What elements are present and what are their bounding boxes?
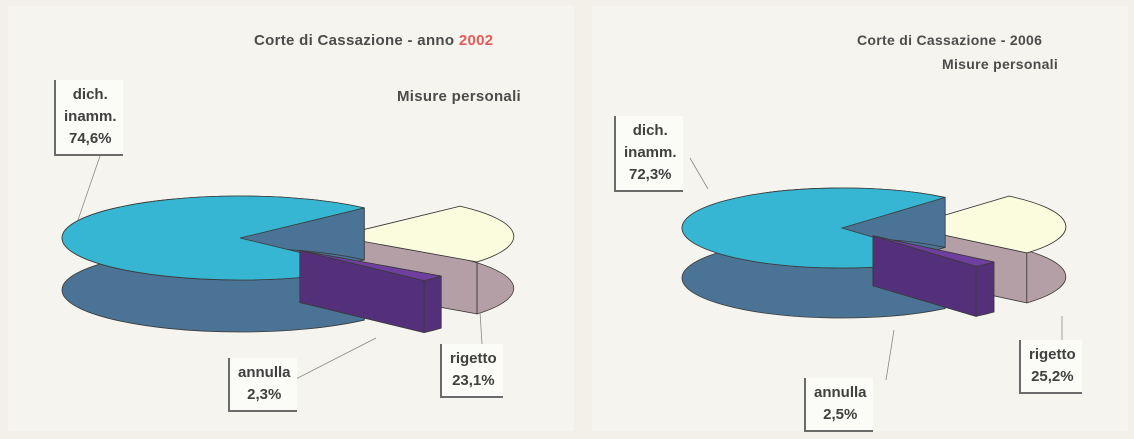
data-label-dich-inamm: dich. inamm. 74,6% bbox=[54, 80, 123, 156]
pie-slice-annulla bbox=[872, 235, 995, 317]
data-label-rigetto: rigetto 23,1% bbox=[440, 344, 503, 398]
pie-slice-rigetto-top bbox=[905, 195, 1067, 254]
data-label-dich-inamm: dich. inamm. 72,3% bbox=[614, 116, 683, 192]
data-label-annulla: annulla 2,5% bbox=[804, 378, 873, 432]
chart-title: Corte di Cassazione - 2006 bbox=[857, 32, 1043, 48]
chart-title: Corte di Cassazione - anno 2002 bbox=[254, 32, 493, 49]
chart-2002-panel: Corte di Cassazione - anno 2002 Misure p… bbox=[8, 6, 574, 431]
pie-slice-annulla-rim bbox=[423, 275, 442, 334]
data-label-annulla: annulla 2,3% bbox=[228, 358, 297, 412]
pie-chart-2006 bbox=[681, 157, 1067, 381]
pie-slice-annulla-rim bbox=[975, 261, 995, 317]
chart-2006-panel: Corte di Cassazione - 2006 Misure person… bbox=[592, 6, 1128, 432]
chart-title-text: Corte di Cassazione - anno bbox=[254, 32, 455, 49]
pie-slice-annulla-top bbox=[872, 235, 995, 267]
pie-slice-dich-inamm-top bbox=[61, 195, 365, 281]
chart-subtitle: Misure personali bbox=[397, 88, 522, 105]
pie-slice-annulla bbox=[299, 250, 442, 334]
leader-line-rigetto bbox=[479, 311, 483, 345]
pie-slice-dich-inamm bbox=[61, 195, 365, 333]
pie-slice-rigetto-top bbox=[335, 205, 515, 263]
data-label-rigetto: rigetto 25,2% bbox=[1019, 340, 1082, 394]
leader-line-dich-inamm bbox=[77, 155, 101, 221]
chart-title-year: 2002 bbox=[458, 32, 494, 49]
pie-chart-2002 bbox=[61, 155, 515, 383]
pie-slice-annulla-top bbox=[299, 250, 442, 282]
leader-line-dich-inamm bbox=[689, 157, 709, 190]
leader-line-annulla bbox=[885, 329, 895, 381]
leader-line-annulla bbox=[289, 337, 377, 383]
chart-subtitle: Misure personali bbox=[942, 56, 1059, 72]
